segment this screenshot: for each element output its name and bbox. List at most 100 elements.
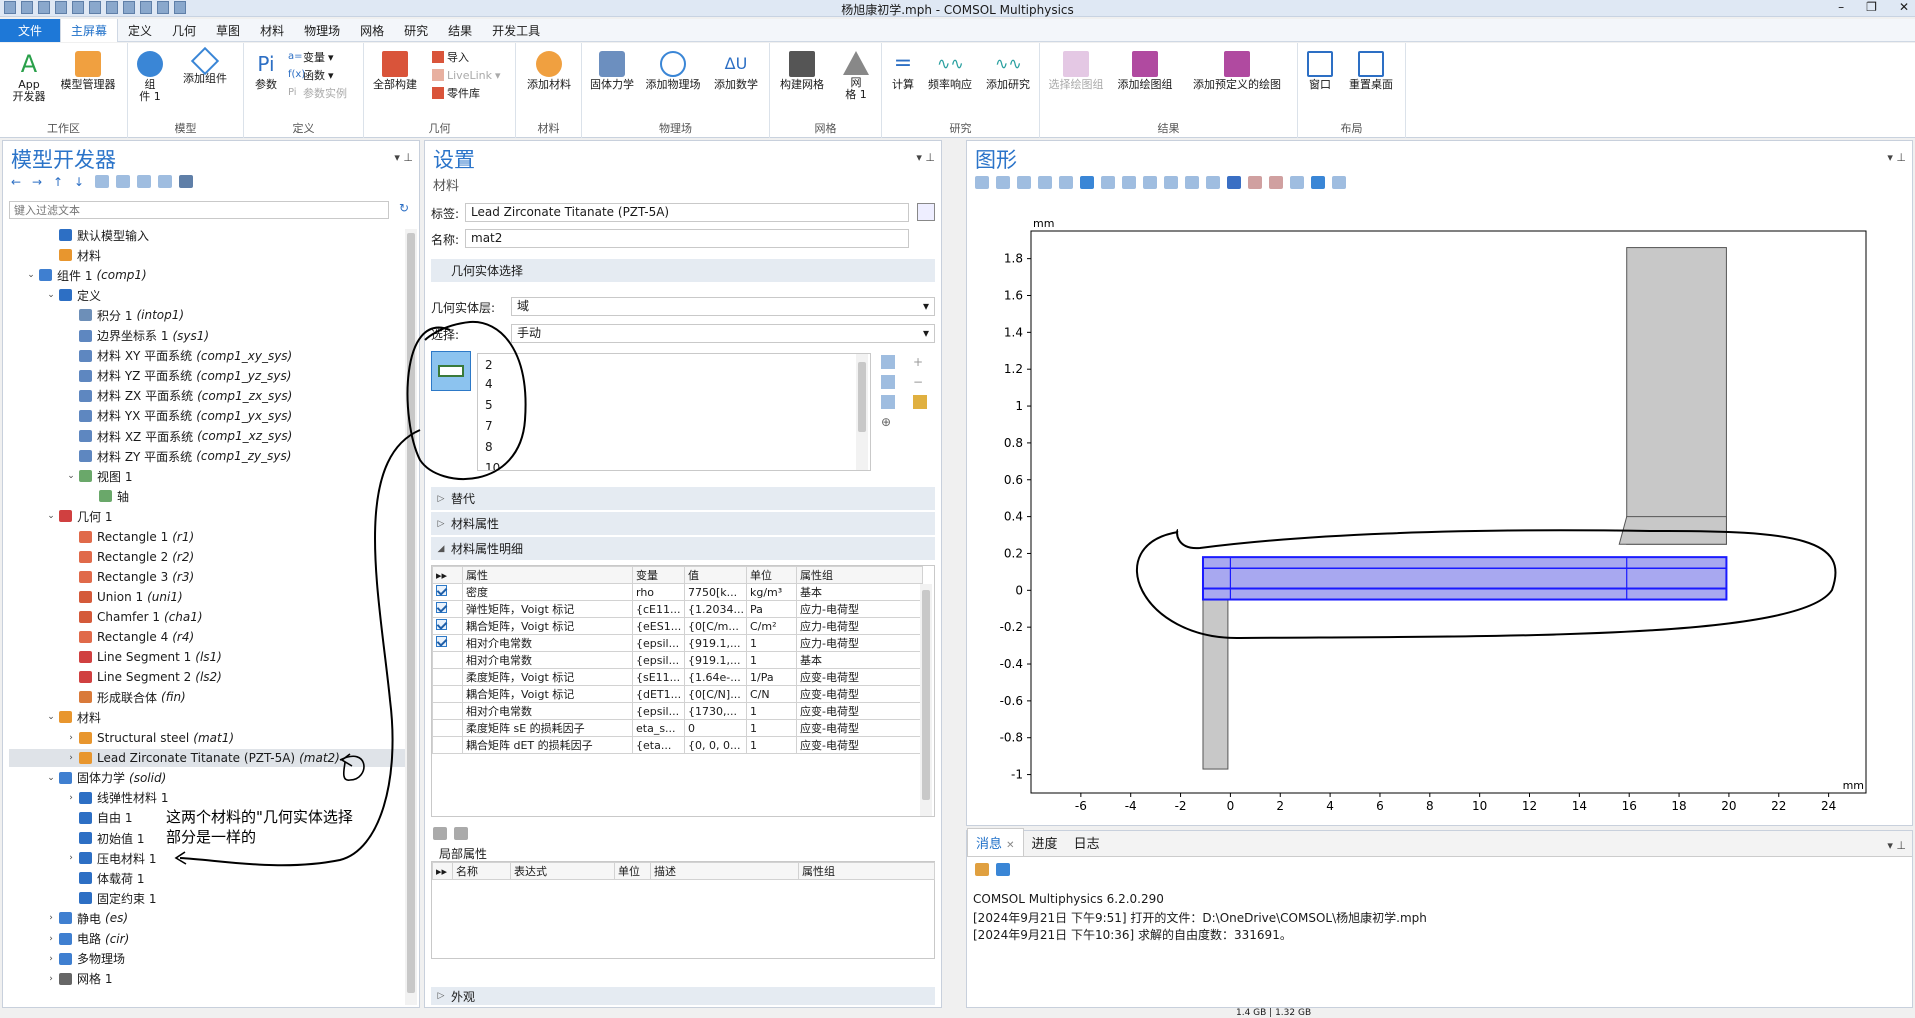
tree-node[interactable]: Rectangle 1 (r1) — [65, 528, 194, 546]
tree-node[interactable]: › 线弹性材料 1 — [65, 789, 172, 807]
camera-icon[interactable] — [1311, 176, 1325, 189]
tab-messages[interactable]: 消息 ✕ — [967, 828, 1024, 856]
tree-node[interactable]: 自由 1 — [65, 809, 136, 827]
show-all-icon[interactable] — [1185, 176, 1199, 189]
tab-sketch[interactable]: 草图 — [216, 23, 241, 38]
expand-arrow-icon[interactable]: › — [49, 973, 53, 984]
frequency-response-button[interactable]: ∿∿ 频率响应 — [922, 51, 978, 91]
redo-icon[interactable] — [72, 1, 84, 14]
compute-icon[interactable] — [157, 1, 169, 14]
remove-icon[interactable]: − — [913, 375, 924, 389]
reset-desktop-button[interactable]: 重置桌面 — [1342, 51, 1400, 91]
copy-icon[interactable] — [89, 1, 101, 14]
tab-definitions[interactable]: 定义 — [128, 23, 153, 38]
tree-node[interactable]: Union 1 (uni1) — [65, 588, 183, 606]
sort-icon[interactable] — [116, 175, 130, 188]
new-file-icon[interactable] — [4, 1, 16, 14]
checkbox[interactable] — [436, 721, 447, 732]
functions-button[interactable]: f(x) 函数 ▾ — [288, 68, 334, 83]
tree-node[interactable]: 边界坐标系 1 (sys1) — [65, 327, 209, 345]
selection-mode-icon[interactable] — [1101, 176, 1115, 189]
material-detail-section[interactable]: ◢ 材料属性明细 — [431, 537, 935, 560]
tab-results[interactable]: 结果 — [448, 23, 473, 38]
refresh-icon[interactable] — [1290, 176, 1304, 189]
axis-icon[interactable] — [1059, 176, 1073, 189]
expand-arrow-icon[interactable]: › — [69, 752, 73, 763]
tab-materials[interactable]: 材料 — [260, 23, 285, 38]
table-row[interactable]: 耦合矩阵，Voigt 标记 {dET1... {0[C/N]... C/N 应变-电荷型 — [432, 685, 923, 703]
expand-arrow-icon[interactable]: › — [49, 913, 53, 924]
row-checkbox-cell[interactable] — [432, 583, 463, 601]
zoom-out-icon[interactable] — [996, 176, 1010, 189]
clear-messages-icon[interactable] — [975, 863, 989, 876]
tree-node[interactable]: Rectangle 3 (r3) — [65, 568, 194, 586]
expand-icon[interactable] — [158, 175, 172, 188]
refresh-icon[interactable]: ↻ — [399, 201, 410, 215]
tree-node[interactable]: ⌄ 定义 — [45, 286, 105, 304]
tree-node[interactable]: › 压电材料 1 — [65, 849, 160, 867]
build-all-button[interactable]: 全部构建 — [368, 51, 422, 91]
tree-node[interactable]: › 多物理场 — [45, 950, 129, 968]
print-icon[interactable] — [1332, 176, 1346, 189]
list-item[interactable]: 7 — [485, 419, 493, 433]
grid-icon[interactable] — [1227, 176, 1241, 189]
tree-node[interactable]: › 网格 1 — [45, 970, 116, 988]
expand-arrow-icon[interactable]: › — [69, 732, 73, 743]
tab-mesh[interactable]: 网格 — [360, 23, 385, 38]
add-plot-group-button[interactable]: 添加绘图组 — [1112, 51, 1178, 91]
solid-mechanics-button[interactable]: 固体力学 — [584, 51, 640, 91]
clear-selection-icon[interactable] — [881, 395, 895, 409]
open-file-icon[interactable] — [21, 1, 33, 14]
compute-button[interactable]: = 计算 — [892, 51, 914, 91]
tree-node[interactable]: 体载荷 1 — [65, 869, 148, 887]
parameters-button[interactable]: Pi 参数 — [255, 52, 277, 91]
model-manager-button[interactable]: 模型管理器 — [54, 51, 122, 91]
table-row[interactable]: 密度 rho 7750[k... kg/m³ 基本 — [432, 583, 923, 601]
view-icon[interactable] — [1080, 176, 1094, 189]
list-item[interactable]: 10 — [485, 461, 501, 471]
table-row[interactable]: 相对介电常数 {epsil... {919.1,... 1 应力-电荷型 — [432, 634, 923, 652]
tree-node[interactable]: Line Segment 1 (ls1) — [65, 648, 222, 666]
panel-menu-icon[interactable]: ▾ ⊥ — [394, 151, 413, 164]
add-icon[interactable]: + — [913, 355, 924, 369]
table-row[interactable]: 柔度矩阵，Voigt 标记 {sE11... {1.64e-... 1/Pa 应变-电荷… — [432, 668, 923, 686]
back-icon[interactable]: ← — [11, 175, 22, 189]
tree-node[interactable]: 材料 ZX 平面系统 (comp1_zx_sys) — [65, 387, 292, 405]
list-item[interactable]: 4 — [485, 377, 493, 391]
messages-menu-icon[interactable]: ▾ ⊥ — [1887, 839, 1906, 852]
tree-node[interactable]: 积分 1 (intop1) — [65, 306, 184, 324]
table-scrollbar[interactable] — [920, 584, 932, 816]
windows-button[interactable]: 窗口 — [1302, 51, 1338, 91]
wireframe-icon[interactable] — [1269, 176, 1283, 189]
tree-node[interactable]: 材料 ZY 平面系统 (comp1_zy_sys) — [65, 447, 291, 465]
collapse-icon[interactable] — [137, 175, 151, 188]
table-row[interactable]: 相对介电常数 {epsil... {1730,... 1 应变-电荷型 — [432, 702, 923, 720]
list-item[interactable]: 2 — [485, 358, 493, 372]
move-down-icon[interactable]: ↓ — [74, 175, 85, 189]
tree-node[interactable]: 材料 XY 平面系统 (comp1_xy_sys) — [65, 347, 292, 365]
close-icon[interactable]: ✕ — [1898, 0, 1909, 14]
checkbox[interactable] — [436, 738, 447, 749]
build-mesh-button[interactable]: 构建网格 — [774, 51, 830, 91]
tree-node[interactable]: 默认模型输入 — [45, 226, 153, 244]
tree-node[interactable]: › 电路 (cir) — [45, 930, 129, 948]
row-checkbox-cell[interactable] — [432, 702, 463, 720]
tree-node[interactable]: Rectangle 2 (r2) — [65, 548, 194, 566]
tree-node[interactable]: ⌄ 组件 1 (comp1) — [25, 266, 146, 284]
tab-physics[interactable]: 物理场 — [304, 23, 341, 38]
tree-node[interactable]: › Structural steel (mat1) — [65, 729, 234, 747]
tree-node[interactable]: 材料 XZ 平面系统 (comp1_xz_sys) — [65, 427, 292, 445]
expand-arrow-icon[interactable]: › — [69, 792, 73, 803]
tree-node[interactable]: 材料 YX 平面系统 (comp1_yx_sys) — [65, 407, 292, 425]
checkbox[interactable] — [436, 602, 447, 613]
save-icon[interactable] — [38, 1, 50, 14]
settings-menu-icon[interactable]: ▾ ⊥ — [916, 151, 935, 164]
tree-node[interactable]: 初始值 1 — [65, 829, 148, 847]
zoom-selected-icon[interactable] — [913, 395, 927, 409]
parameter-instance-button[interactable]: Pi 参数实例 — [288, 87, 347, 100]
tree-node[interactable]: › 静电 (es) — [45, 909, 128, 927]
maximize-icon[interactable]: ❐ — [1866, 0, 1877, 14]
list-item[interactable]: 5 — [485, 398, 493, 412]
mesh1-button[interactable]: 网 格 1 — [836, 51, 876, 101]
scene-light-icon[interactable] — [1248, 176, 1262, 189]
